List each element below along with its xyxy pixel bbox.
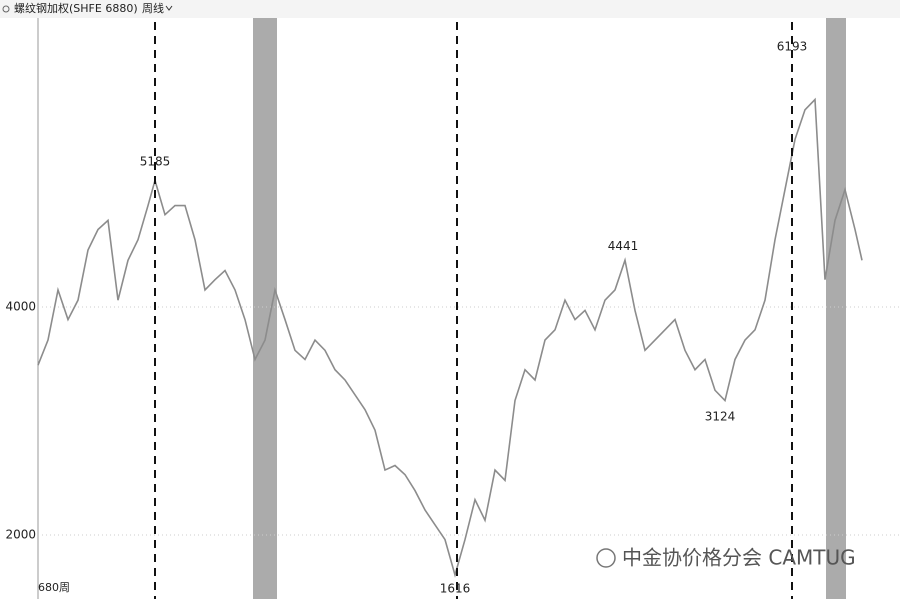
plot-area: 2000 4000 5185 1616 4441 3124 6193 [5, 18, 900, 599]
annotation-label: 5185 [140, 154, 171, 168]
header-icon [2, 5, 10, 13]
header-bar [0, 0, 900, 18]
footer-label: 680周 [38, 581, 70, 594]
annotation-label: 3124 [705, 409, 736, 423]
header-title: 螺纹钢加权(SHFE 6880) [14, 1, 138, 15]
shaded-band [253, 18, 277, 599]
annotation-label: 4441 [608, 239, 639, 253]
wechat-icon [596, 548, 616, 568]
annotation-label: 1616 [440, 581, 471, 595]
annotation-label: 6193 [777, 39, 808, 53]
period-select[interactable]: 周线 [142, 1, 164, 15]
period-caret[interactable] [165, 5, 173, 11]
y-tick-label: 2000 [5, 528, 36, 542]
price-line [37, 97, 863, 578]
y-tick-label: 4000 [5, 300, 36, 314]
watermark: 中金协价格分会 CAMTUG [622, 546, 856, 570]
shaded-band [826, 18, 846, 599]
